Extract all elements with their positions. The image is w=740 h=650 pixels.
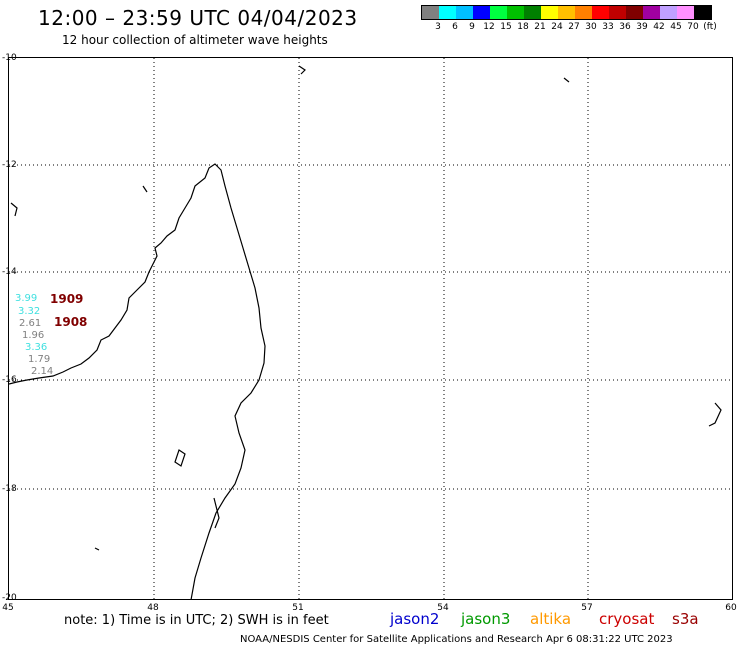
color-swatch [643,6,660,19]
footnote: note: 1) Time is in UTC; 2) SWH is in fe… [64,613,329,628]
scale-tick-label: 70 [687,22,699,32]
color-swatch [422,6,439,19]
scale-tick-label: 30 [585,22,597,32]
lat-label-3: -14 [2,267,17,277]
scale-tick-label: 33 [602,22,614,32]
lat-label-2: -12 [2,160,17,170]
wave-height-obs: 3.99 [15,293,38,304]
wave-height-obs: 2.61 [19,318,42,329]
map-subtitle: 12 hour collection of altimeter wave hei… [62,33,328,47]
color-swatch [575,6,592,19]
color-swatch [473,6,490,19]
pass-time-label: 1909 [50,292,84,306]
scale-tick-label: 24 [551,22,563,32]
legend-satellite-s3a: s3a [672,610,699,628]
legend-satellite-jason2: jason2 [390,610,440,628]
color-scale-labels: 3 6 9 12 15 18 21 24 27 30 33 36 39 42 45 70 (ft) [421,22,717,34]
scale-tick-label: 12 [483,22,495,32]
scale-tick-label: 6 [452,22,458,32]
map-title: 12:00 – 23:59 UTC 04/04/2023 [38,6,358,30]
scale-tick-label: 15 [500,22,512,32]
color-swatch [677,6,694,19]
color-swatch [558,6,575,19]
map-panel [8,57,733,600]
color-swatch [592,6,609,19]
lat-label-5: -18 [2,484,17,494]
color-swatch [541,6,558,19]
color-swatch [626,6,643,19]
color-swatch [660,6,677,19]
scale-tick-label: 42 [653,22,665,32]
scale-tick-label: 18 [517,22,529,32]
color-swatch [694,6,711,19]
color-scale-bar [421,5,712,20]
wave-height-obs: 2.14 [31,366,54,377]
lon-label-4: 54 [437,603,449,613]
scale-tick-label: 21 [534,22,546,32]
legend-satellite-altika: altika [530,610,572,628]
scale-tick-label: 36 [619,22,631,32]
lat-label-6: -20 [2,593,17,603]
lon-label-6: 60 [725,603,737,613]
lon-label-1: 45 [2,603,14,613]
color-swatch [609,6,626,19]
lat-label-1: -10 [2,53,17,63]
color-swatch [507,6,524,19]
color-swatch [490,6,507,19]
lat-label-4: -16 [2,375,17,385]
lon-label-2: 48 [147,603,159,613]
wave-height-obs: 3.36 [25,342,48,353]
wave-height-color-scale: 3 6 9 12 15 18 21 24 27 30 33 36 39 42 45 70 (ft) [421,5,717,34]
credit-line: NOAA/NESDIS Center for Satellite Applica… [240,634,673,645]
pass-time-label: 1908 [54,315,88,329]
lon-label-3: 51 [292,603,304,613]
scale-tick-label: 39 [636,22,648,32]
scale-unit-label: (ft) [703,22,717,32]
scale-tick-label: 27 [568,22,580,32]
color-swatch [439,6,456,19]
graticule [9,58,732,599]
coastline [9,65,722,599]
lon-label-5: 57 [581,603,593,613]
legend-satellite-jason3: jason3 [461,610,511,628]
wave-height-obs: 3.32 [18,306,41,317]
scale-tick-label: 3 [435,22,441,32]
scale-tick-label: 45 [670,22,682,32]
wave-height-obs: 1.96 [22,330,45,341]
color-swatch [456,6,473,19]
color-swatch [524,6,541,19]
legend-satellite-cryosat: cryosat [599,610,655,628]
wave-height-obs: 1.79 [28,354,51,365]
scale-tick-label: 9 [469,22,475,32]
